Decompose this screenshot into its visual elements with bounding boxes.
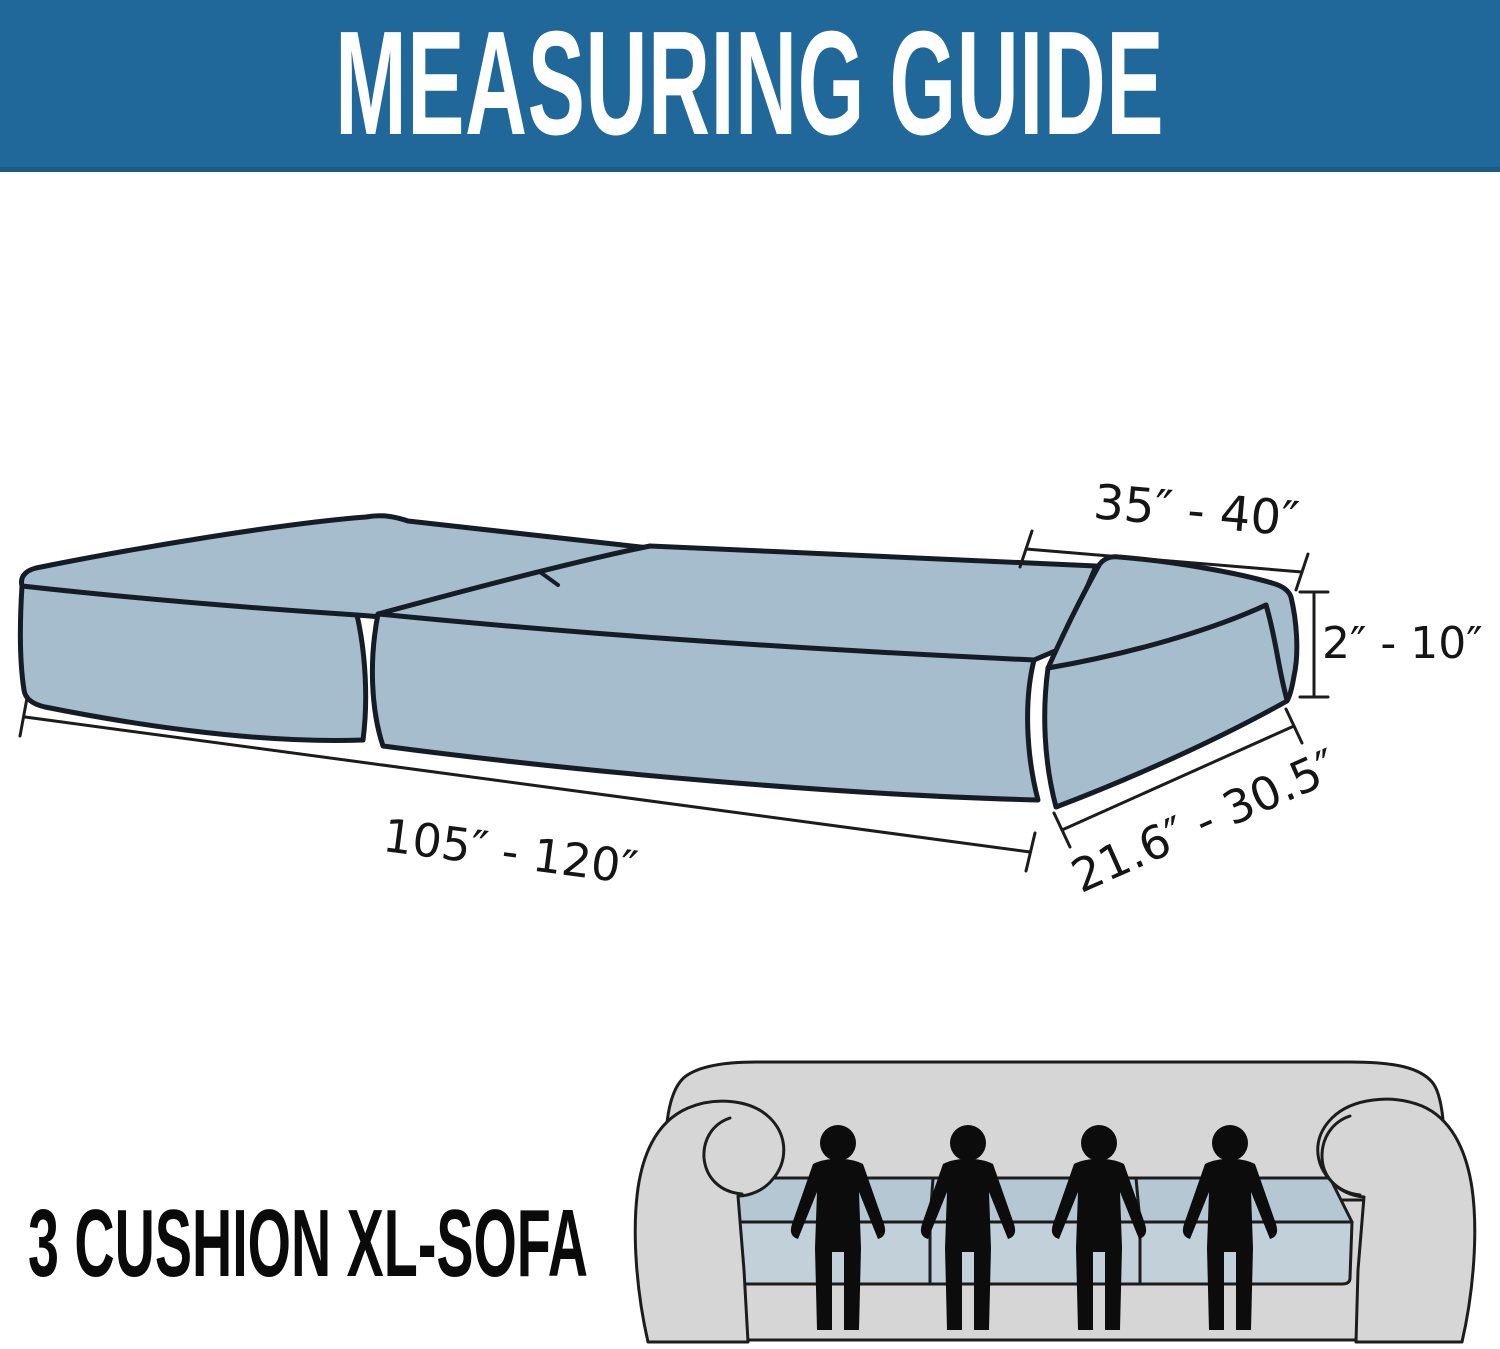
header-banner: MEASURING GUIDE bbox=[0, 0, 1500, 172]
sofa-arm-left-curl bbox=[702, 1116, 744, 1196]
cushion-1 bbox=[17, 513, 679, 743]
cushion-diagram bbox=[17, 513, 1300, 810]
dimension-label-total-length: 105″ - 120″ bbox=[380, 808, 641, 895]
cushion-2-crease bbox=[375, 611, 1037, 663]
sofa-arm-right-curl bbox=[1320, 1114, 1362, 1197]
cushion-2 bbox=[369, 543, 1099, 803]
sofa-illustration bbox=[633, 1060, 1477, 1344]
cushion-3-crease-side bbox=[1263, 602, 1290, 703]
sofa-seat-cushions-front bbox=[710, 1220, 1354, 1286]
sofa-arm-left bbox=[633, 1099, 786, 1344]
dimension-line-total-length bbox=[18, 696, 1037, 873]
dimension-line-cushion-height bbox=[1298, 590, 1330, 699]
dimension-line-cushion-depth bbox=[1052, 707, 1304, 849]
footer-label: 3 CUSHION XL-SOFA bbox=[28, 1190, 588, 1297]
page-title: MEASURING GUIDE bbox=[335, 0, 1165, 166]
dimension-label-cushion-width: 35″ - 40″ bbox=[1091, 474, 1301, 548]
dimension-label-cushion-height: 2″ - 10″ bbox=[1322, 618, 1483, 669]
cushion-2-wrinkle bbox=[538, 570, 560, 587]
dimension-line-cushion-width bbox=[1018, 529, 1310, 592]
cushion-3-crease-top bbox=[1045, 602, 1269, 671]
cushion-1-crease bbox=[19, 583, 360, 618]
